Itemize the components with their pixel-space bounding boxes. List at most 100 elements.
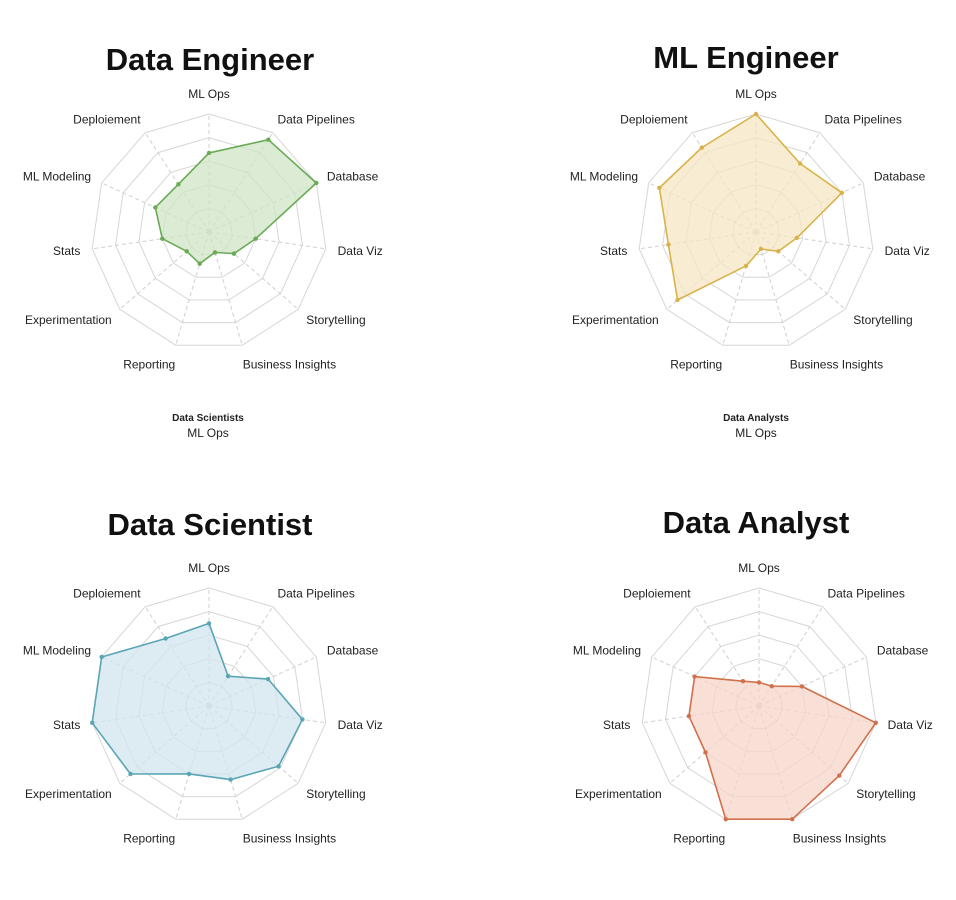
radar-data-scientist: ML Ops Data Pipelines Database Data Viz Stor… (23, 561, 383, 846)
data-point (756, 680, 762, 685)
axis-label-ml-ops: ML Ops (188, 561, 230, 575)
data-point (753, 111, 759, 117)
data-point (186, 771, 192, 777)
axis-label-experimentation: Experimentation (25, 787, 112, 801)
axis-label-data-viz: Data Viz (338, 244, 383, 258)
axis-spoke (755, 231, 846, 310)
axis-label-data-pipelines: Data Pipelines (277, 586, 354, 600)
grid-ring (91, 587, 327, 820)
legend-data-analysts: Data Analysts ML Ops (656, 413, 856, 440)
data-point (740, 678, 746, 684)
axis-spoke (208, 606, 274, 707)
axis-label-deploiement: Deploiement (73, 112, 141, 126)
data-point (160, 236, 165, 241)
axis-label-data-viz: Data Viz (888, 718, 933, 732)
grid-ring (91, 113, 327, 346)
axis-label-ml-modeling: ML Modeling (23, 169, 91, 183)
axis-label-storytelling: Storytelling (853, 313, 912, 327)
data-point (206, 621, 212, 626)
axis-label-business-insights: Business Insights (793, 832, 886, 846)
axis-label-data-pipelines: Data Pipelines (277, 112, 354, 126)
data-point (837, 773, 842, 778)
radar-data-analyst: ML Ops Data Pipelines Database Data Viz Stor… (573, 561, 933, 846)
radar-ml-engineer: ML Ops Data Pipelines Database Data Viz Stor… (570, 87, 930, 372)
axis-spoke (694, 606, 760, 707)
axis-label-data-pipelines: Data Pipelines (827, 586, 904, 600)
series-area (154, 138, 318, 265)
axis-label-reporting: Reporting (670, 358, 722, 372)
axis-label-ml-ops: ML Ops (735, 87, 777, 101)
panel-title-ml-engineer: ML Engineer (653, 40, 839, 75)
data-point (253, 236, 258, 241)
data-point (776, 249, 781, 254)
axis-spoke (92, 231, 210, 250)
axis-label-stats: Stats (53, 244, 80, 258)
data-point (99, 654, 104, 660)
data-point (163, 636, 168, 641)
data-point (797, 161, 803, 166)
legend-data-scientists: Data Scientists ML Ops (108, 413, 308, 440)
axis-label-stats: Stats (53, 718, 80, 732)
axis-label-ml-modeling: ML Modeling (573, 643, 641, 657)
data-point (314, 180, 319, 186)
legend-sub: ML Ops (187, 426, 229, 440)
data-point (231, 251, 237, 256)
data-point (176, 182, 181, 187)
data-point (206, 150, 212, 156)
axis-label-stats: Stats (603, 718, 630, 732)
data-point (228, 777, 233, 782)
axis-label-experimentation: Experimentation (572, 313, 659, 327)
series-area (91, 622, 304, 781)
data-point (769, 683, 774, 689)
data-point (699, 145, 704, 150)
axis-label-storytelling: Storytelling (306, 787, 365, 801)
axis-label-storytelling: Storytelling (856, 787, 915, 801)
data-point (266, 137, 271, 142)
data-point (128, 771, 133, 777)
data-point (153, 205, 158, 210)
data-point (799, 684, 805, 689)
axis-spoke (119, 231, 210, 310)
panel-title-data-engineer: Data Engineer (105, 42, 315, 77)
data-point (300, 717, 305, 722)
axis-label-reporting: Reporting (123, 832, 175, 846)
data-point (184, 249, 189, 254)
panel-title-data-scientist: Data Scientist (107, 507, 313, 542)
axis-label-ml-modeling: ML Modeling (23, 643, 91, 657)
data-point (794, 235, 800, 241)
axis-label-deploiement: Deploiement (623, 586, 691, 600)
data-point (743, 263, 749, 269)
axis-label-database: Database (327, 169, 379, 183)
axis-spoke (208, 231, 243, 346)
data-point (790, 817, 795, 822)
axis-label-reporting: Reporting (673, 832, 725, 846)
axis-label-business-insights: Business Insights (790, 358, 883, 372)
axis-label-deploiement: Deploiement (73, 586, 141, 600)
data-point (265, 676, 271, 682)
axis-label-data-viz: Data Viz (338, 718, 383, 732)
data-point (723, 817, 728, 822)
axis-label-stats: Stats (600, 244, 627, 258)
data-point (276, 764, 281, 769)
data-point (839, 190, 845, 195)
legend-sub: ML Ops (735, 426, 777, 440)
grid-ring (638, 113, 874, 346)
axis-label-data-pipelines: Data Pipelines (824, 112, 901, 126)
axis-spoke (758, 606, 824, 707)
axis-label-database: Database (327, 643, 379, 657)
axis-label-ml-ops: ML Ops (188, 87, 230, 101)
legend-head: Data Scientists (172, 413, 244, 424)
axis-label-database: Database (877, 643, 929, 657)
axis-label-storytelling: Storytelling (306, 313, 365, 327)
data-point (225, 674, 231, 679)
data-point (758, 246, 764, 252)
data-point (197, 261, 202, 266)
axis-spoke (722, 231, 757, 346)
axis-spoke (755, 231, 873, 250)
axis-spoke (175, 231, 210, 346)
axis-spoke (758, 656, 867, 707)
axis-label-business-insights: Business Insights (243, 358, 336, 372)
axis-label-data-viz: Data Viz (885, 244, 930, 258)
